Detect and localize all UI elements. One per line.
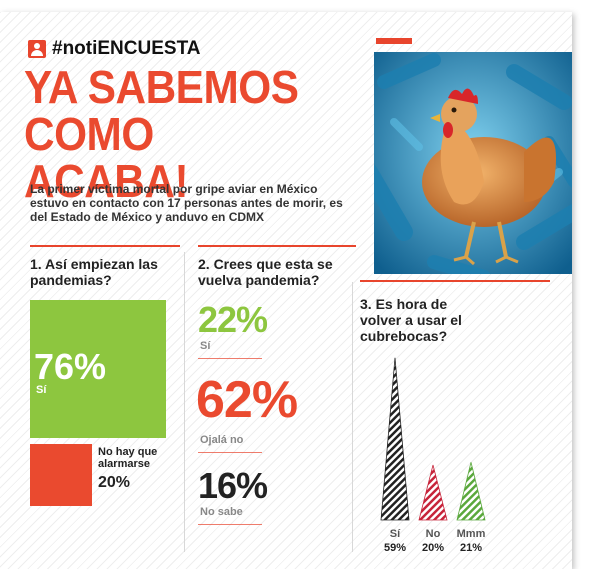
q3-peak-si (380, 357, 410, 521)
q1-bar-si: 76% Sí (30, 300, 166, 438)
q2-rule-3 (198, 524, 262, 525)
q1-value-no: 20% (98, 474, 131, 491)
section-rule-3 (360, 280, 550, 282)
q3-peak-mmm (456, 462, 486, 521)
q3-label-mmm: Mmm (456, 528, 486, 540)
column-divider-1 (184, 252, 185, 552)
q2-label-nosabe: No sabe (200, 506, 243, 518)
column-divider-2 (352, 282, 353, 552)
q1-label-si: Sí (36, 384, 47, 396)
q3-title: 3. Es hora de volver a usar el cubreboca… (360, 296, 462, 344)
q3-label-si: Sí (389, 528, 401, 540)
q2-label-ojala: Ojalá no (200, 434, 244, 446)
q1-label-no: No hay que alarmarse (98, 446, 158, 470)
q3-label-no: No (425, 528, 441, 540)
q2-value-si: 22% (198, 299, 268, 340)
q2-value-ojala: 62% (196, 371, 298, 429)
chicken-photo (374, 52, 572, 274)
brand-header: #notiENCUESTA (28, 38, 200, 60)
q2-label-si: Sí (200, 340, 211, 352)
user-icon (28, 40, 46, 58)
q2-rule-2 (198, 452, 262, 453)
q2-title: 2. Crees que esta se vuelva pandemia? (198, 256, 333, 288)
section-rule-2 (198, 245, 356, 247)
infographic-card: #notiENCUESTA YA SABEMOS COMO ACABA! La … (0, 12, 572, 569)
section-rule-1 (30, 245, 180, 247)
q2-value-nosabe: 16% (198, 465, 268, 506)
subtitle: La primer víctima mortal por gripe aviar… (30, 182, 343, 224)
brand-text: #notiENCUESTA (52, 38, 201, 59)
q1-value-si: 76% (34, 346, 107, 387)
q3-value-mmm: 21% (459, 542, 483, 554)
q3-peak-no (418, 464, 448, 521)
headline: YA SABEMOS COMO ACABA! (24, 61, 299, 207)
q2-rule-1 (198, 358, 262, 359)
q1-bar-no (30, 444, 92, 506)
q3-chart (380, 357, 486, 521)
q3-value-si: 59% (383, 542, 407, 554)
q1-title: 1. Así empiezan las pandemias? (30, 256, 158, 288)
q3-value-no: 20% (421, 542, 445, 554)
accent-bar (376, 38, 412, 44)
